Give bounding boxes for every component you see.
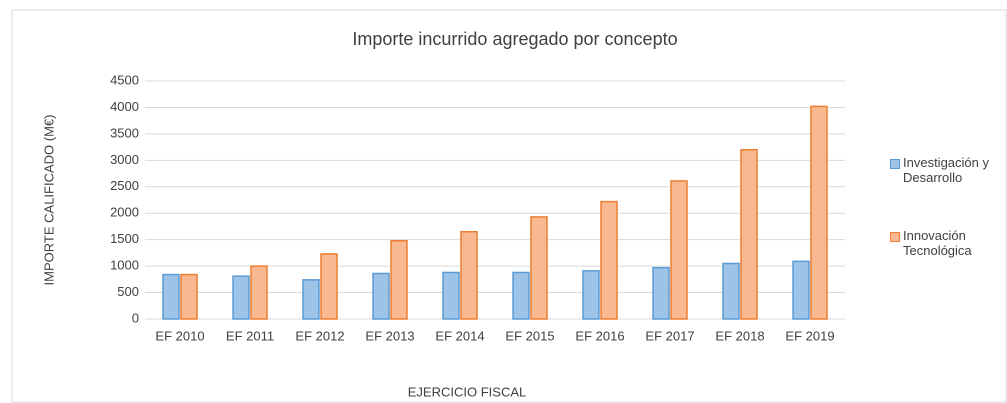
legend-swatch: [890, 159, 900, 169]
y-tick-label: 3000: [110, 152, 139, 167]
y-tick-label: 1000: [110, 258, 139, 273]
bar: [810, 105, 828, 320]
x-tick-label: EF 2013: [365, 328, 414, 343]
bar: [670, 180, 688, 320]
y-tick-label: 2000: [110, 205, 139, 220]
bar: [442, 271, 460, 320]
x-tick-label: EF 2012: [295, 328, 344, 343]
bar: [320, 253, 338, 320]
x-tick-label: EF 2016: [575, 328, 624, 343]
bar: [162, 273, 180, 320]
bar: [390, 239, 408, 320]
x-tick-label: EF 2015: [505, 328, 554, 343]
bar: [740, 149, 758, 320]
legend-label: Investigación y Desarrollo: [903, 155, 989, 185]
y-tick-label: 500: [117, 284, 139, 299]
bar: [582, 270, 600, 320]
legend-label: Innovación Tecnológica: [903, 228, 972, 258]
y-tick-label: 1500: [110, 231, 139, 246]
bar: [302, 279, 320, 320]
legend-swatch: [890, 232, 900, 242]
x-axis-label: EJERCICIO FISCAL: [408, 384, 526, 399]
bar: [372, 272, 390, 320]
chart-border: [11, 9, 1007, 403]
chart-title: Importe incurrido agregado por concepto: [352, 29, 677, 49]
y-tick-label: 3500: [110, 125, 139, 140]
y-tick-label: 0: [132, 310, 139, 325]
y-tick-label: 2500: [110, 178, 139, 193]
legend-item: Innovación Tecnológica: [890, 228, 1006, 258]
bar: [652, 266, 670, 320]
x-tick-label: EF 2017: [645, 328, 694, 343]
y-tick-label: 4000: [110, 99, 139, 114]
bar: [460, 230, 478, 320]
bar: [512, 271, 530, 320]
bar: [530, 216, 548, 320]
bar: [722, 262, 740, 320]
x-tick-label: EF 2010: [155, 328, 204, 343]
bar: [232, 275, 250, 320]
y-tick-label: 4500: [110, 72, 139, 87]
x-tick-label: EF 2014: [435, 328, 484, 343]
y-axis-label: IMPORTE CALIFICADO (M€): [41, 115, 56, 286]
x-tick-label: EF 2018: [715, 328, 764, 343]
bar: [600, 200, 618, 320]
x-tick-label: EF 2011: [226, 328, 274, 343]
bar: [180, 273, 198, 320]
x-tick-label: EF 2019: [785, 328, 834, 343]
legend-item: Investigación y Desarrollo: [890, 155, 1006, 185]
bar: [250, 265, 268, 320]
bar: [792, 260, 810, 320]
